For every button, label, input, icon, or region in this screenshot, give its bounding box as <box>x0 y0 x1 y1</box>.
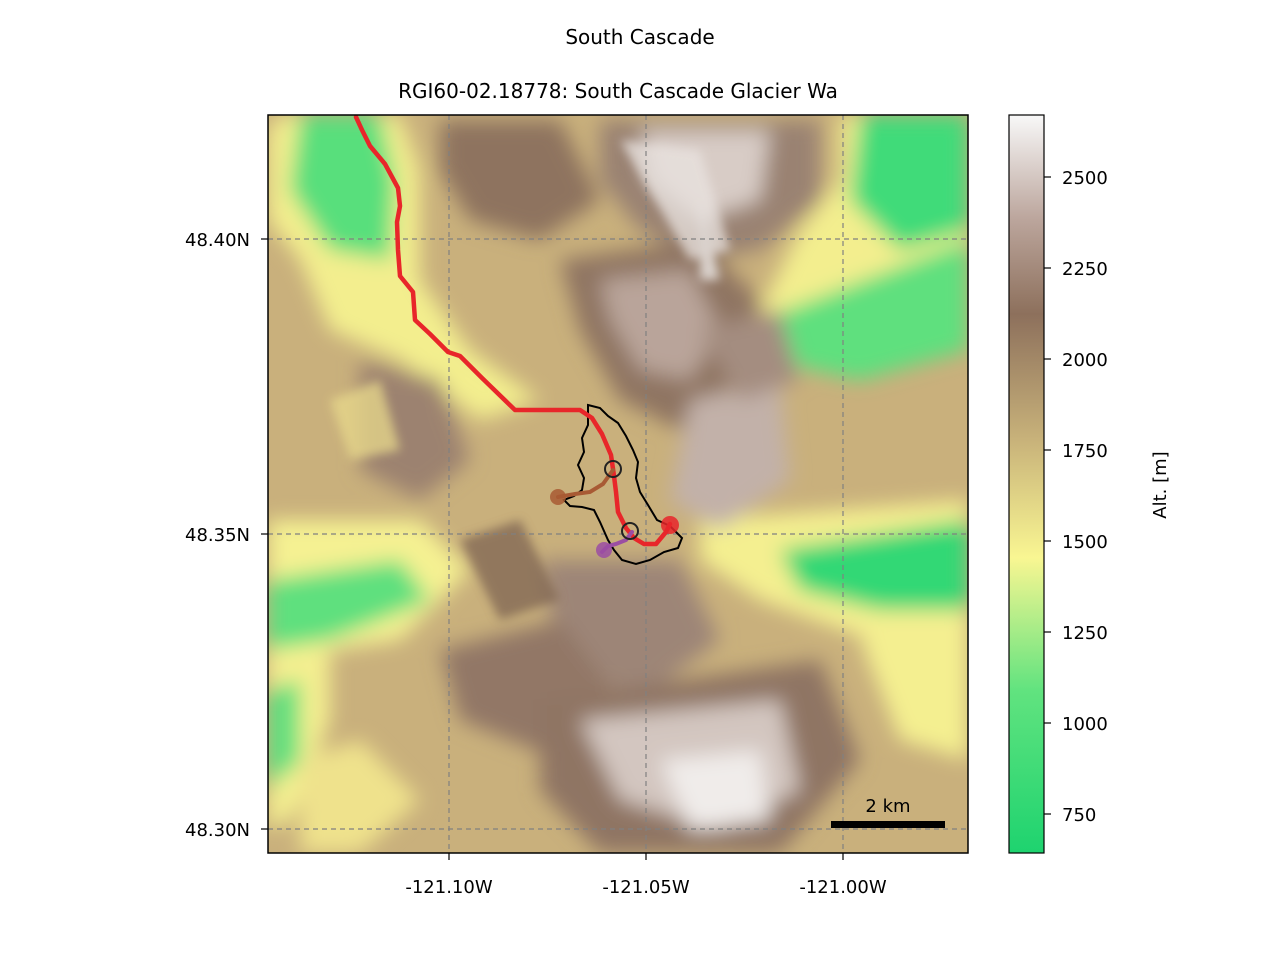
lon-tick-label: -121.00W <box>799 877 886 898</box>
figure-suptitle: South Cascade <box>565 25 714 49</box>
colorbar-tick-label: 2250 <box>1062 259 1108 280</box>
tributary-flowline-1 <box>556 468 615 499</box>
main-flowline <box>353 114 673 547</box>
glacier-outline <box>562 403 684 566</box>
lat-tick-label: 48.30N <box>185 820 250 841</box>
colorbar-tick-label: 1000 <box>1062 714 1108 735</box>
main-flowline-head-marker <box>661 516 679 534</box>
map-title: RGI60-02.18778: South Cascade Glacier Wa <box>398 79 838 103</box>
colorbar-gradient <box>1008 114 1045 854</box>
map-frame <box>267 114 969 854</box>
colorbar-tick-label: 2000 <box>1062 350 1108 371</box>
map-gridlines <box>268 115 968 853</box>
lat-axis <box>261 238 268 830</box>
confluence-marker-1 <box>604 460 622 478</box>
scale-bar: 2 km <box>831 796 945 828</box>
scale-bar-label: 2 km <box>865 796 910 817</box>
colorbar-tick-label: 1500 <box>1062 532 1108 553</box>
colorbar-label: Alt. [m] <box>1150 451 1171 518</box>
tributary-2-head-marker <box>596 542 612 558</box>
lon-tick-label: -121.05W <box>602 877 689 898</box>
terrain-map <box>268 115 968 853</box>
colorbar-tick-label: 750 <box>1062 805 1096 826</box>
lon-tick-label: -121.10W <box>405 877 492 898</box>
colorbar-tick-label: 2500 <box>1062 168 1108 189</box>
confluence-marker-2 <box>621 522 639 540</box>
lat-tick-label: 48.35N <box>185 525 250 546</box>
lat-tick-label: 48.40N <box>185 230 250 251</box>
lon-axis <box>448 853 844 860</box>
colorbar-tick-label: 1250 <box>1062 623 1108 644</box>
colorbar-tick-label: 1750 <box>1062 441 1108 462</box>
colorbar: 2500 2250 2000 1750 1500 1250 1000 750 A… <box>1008 114 1171 854</box>
tributary-1-head-marker <box>550 489 566 505</box>
